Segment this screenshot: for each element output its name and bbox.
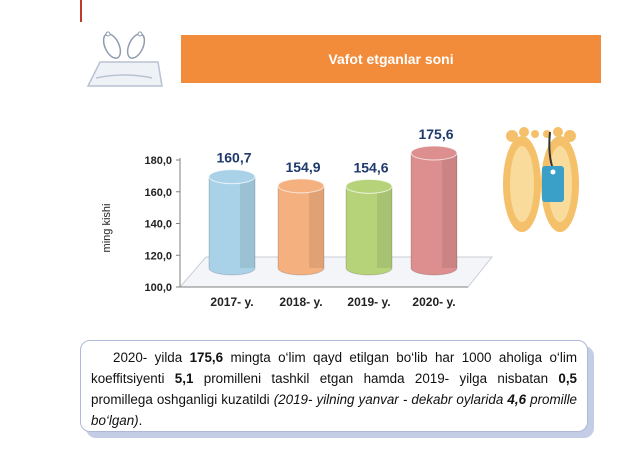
summary-note: 2020- yilda 175,6 mingta o‘lim qayd etil… (80, 340, 588, 432)
bar (345, 178, 393, 276)
deceased-body-icon (86, 28, 164, 92)
y-tick-label: 140,0 (144, 219, 172, 231)
bar-body (277, 185, 325, 276)
bar-value-label: 154,6 (353, 159, 388, 175)
bar-value-label: 175,6 (418, 126, 453, 142)
y-tick-label: 160,0 (144, 187, 172, 199)
bar-body (345, 185, 393, 276)
bar-shade (377, 186, 392, 268)
bar (208, 169, 256, 276)
bar-shade (240, 176, 255, 268)
bar-body (410, 152, 458, 276)
x-tick-label: 2020- y. (412, 295, 455, 309)
bar-shade (309, 185, 324, 268)
bar-top (410, 145, 458, 161)
page-title: Vafot etganlar soni (328, 51, 454, 67)
bar-value-label: 154,9 (285, 159, 320, 175)
bar (277, 178, 325, 276)
bar-top (208, 169, 256, 185)
y-tick-label: 180,0 (144, 155, 172, 167)
y-tick-label: 100,0 (144, 282, 172, 294)
summary-text: 2020- yilda 175,6 mingta o‘lim qayd etil… (91, 350, 577, 428)
bar-shade (442, 152, 457, 268)
accent-line (80, 0, 82, 22)
feet-tag-icon (490, 122, 590, 242)
x-tick-label: 2019- y. (347, 295, 390, 309)
bar (410, 145, 458, 276)
y-tick-label: 120,0 (144, 250, 172, 262)
x-tick-label: 2017- y. (210, 295, 253, 309)
bar-value-label: 160,7 (216, 150, 251, 166)
x-tick-label: 2018- y. (279, 295, 322, 309)
y-axis-label: ming kishi (101, 204, 113, 253)
bar-top (277, 178, 325, 194)
title-banner: Vafot etganlar soni (181, 35, 601, 83)
bar-top (345, 178, 393, 194)
deaths-bar-chart: 100,0 120,0 140,0 160,0 180,0 ming kishi 160,7… (101, 126, 494, 309)
bar-body (208, 176, 256, 276)
